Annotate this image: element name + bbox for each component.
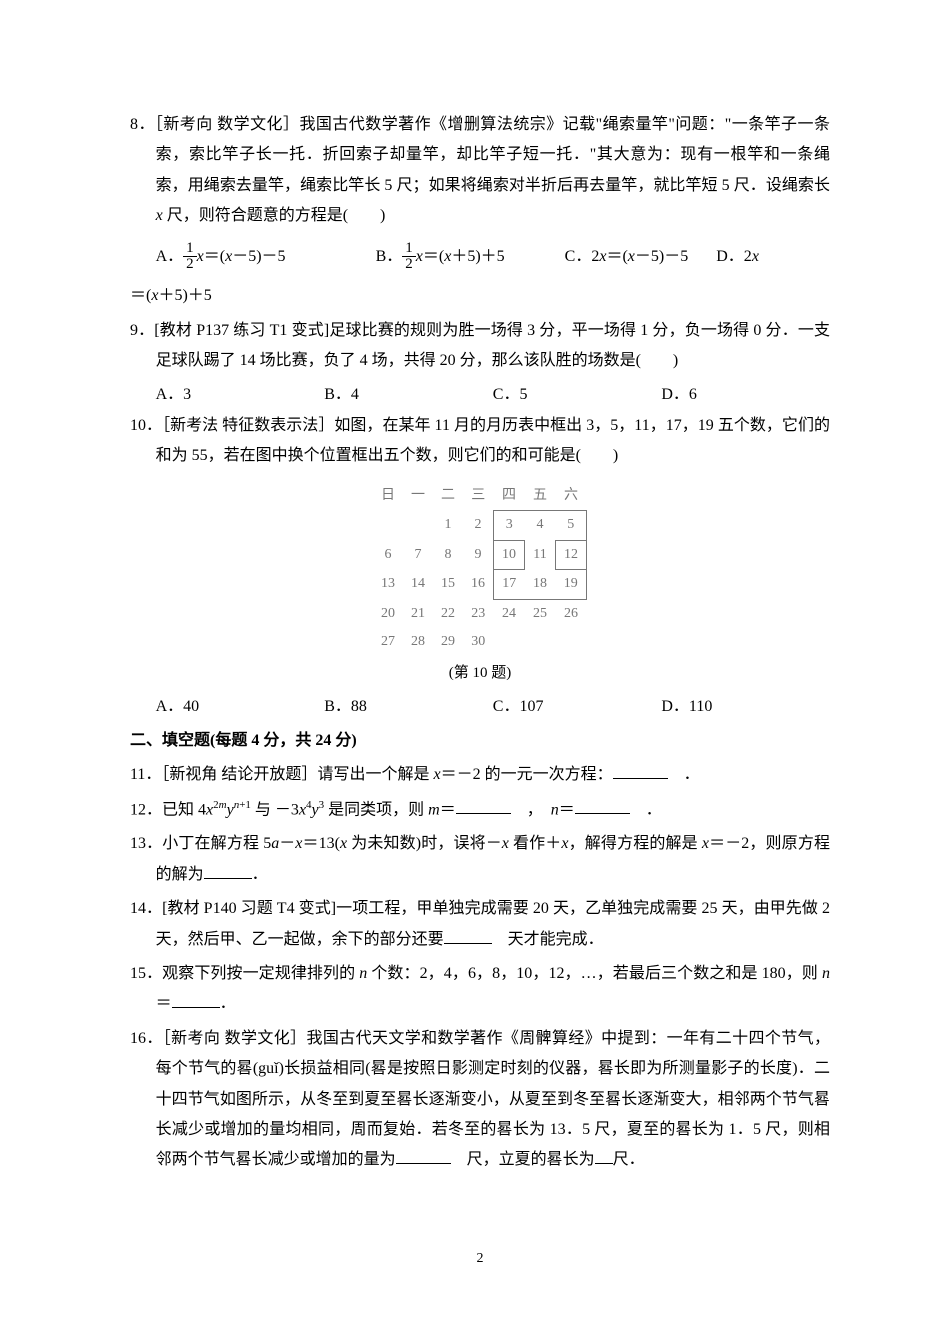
question-8: 8．［新考向 数学文化］我国古代数学著作《增删算法统宗》记载"绳索量竿"问题："… bbox=[130, 110, 830, 232]
q9-options: A．3 B．4 C．5 D．6 bbox=[130, 380, 830, 410]
page-content: 8．［新考向 数学文化］我国古代数学著作《增删算法统宗》记载"绳索量竿"问题："… bbox=[0, 0, 950, 1332]
q11-label: ［新视角 结论开放题］ bbox=[161, 766, 317, 783]
q15-number: 15． bbox=[130, 965, 162, 982]
q10-optA: A．40 bbox=[156, 692, 325, 722]
question-15: 15．观察下列按一定规律排列的 n 个数：2，4，6，8，10，12，…，若最后… bbox=[130, 959, 830, 1020]
q16-text1: 我国古代天文学和数学著作《周髀算经》中提到：一年有二十四个节气，每个节气的晷(g… bbox=[156, 1030, 830, 1169]
q8-optB-pre: B． bbox=[376, 248, 403, 265]
blank-input bbox=[456, 795, 511, 814]
question-14: 14．[教材 P140 习题 T4 变式]一项工程，甲单独完成需要 20 天，乙… bbox=[130, 894, 830, 955]
q12-number: 12． bbox=[130, 801, 162, 818]
fraction-half-icon: 12 bbox=[183, 241, 197, 274]
question-13: 13．小丁在解方程 5a－x＝13(x 为未知数)时，误将－x 看作＋x，解得方… bbox=[130, 829, 830, 890]
question-9: 9．[教材 P137 练习 T1 变式]足球比赛的规则为胜一场得 3 分，平一场… bbox=[130, 316, 830, 377]
q11-text2: 的一元一次方程： bbox=[481, 766, 613, 783]
q16-text3: 尺． bbox=[613, 1151, 645, 1168]
q14-label: [教材 P140 习题 T4 变式] bbox=[162, 900, 336, 917]
question-16: 16．［新考向 数学文化］我国古代天文学和数学著作《周髀算经》中提到：一年有二十… bbox=[130, 1024, 830, 1176]
question-11: 11．［新视角 结论开放题］请写出一个解是 x＝－2 的一元一次方程： ． bbox=[130, 760, 830, 790]
q10-optD: D．110 bbox=[661, 692, 830, 722]
q8-text2: 尺，则符合题意的方程是( ) bbox=[163, 207, 386, 224]
question-10: 10．［新考法 特征数表示法］如图，在某年 11 月的月历表中框出 3，5，11… bbox=[130, 411, 830, 472]
q9-optB: B．4 bbox=[324, 380, 493, 410]
q8-options: A．12x＝(x－5)－5B．12x＝(x＋5)＋5C．2x＝(x－5)－5D．… bbox=[130, 236, 830, 278]
q10-caption: (第 10 题) bbox=[130, 659, 830, 688]
calendar-row-2: 6 7 8 9 10 11 12 bbox=[373, 540, 587, 570]
section-2-title: 二、填空题(每题 4 分，共 24 分) bbox=[130, 726, 830, 756]
blank-input bbox=[204, 860, 252, 879]
q11-number: 11． bbox=[130, 766, 161, 783]
blank-input bbox=[595, 1146, 613, 1165]
calendar-table: 日 一 二 三 四 五 六 1 2 3 4 5 6 7 8 9 10 11 12… bbox=[373, 482, 587, 658]
blank-input bbox=[613, 761, 668, 780]
q14-text2: 天才能完成． bbox=[492, 931, 604, 948]
q10-options: A．40 B．88 C．107 D．110 bbox=[130, 692, 830, 722]
q9-optA: A．3 bbox=[156, 380, 325, 410]
page-number: 2 bbox=[130, 1246, 830, 1273]
q16-number: 16． bbox=[130, 1030, 163, 1047]
blank-input bbox=[444, 925, 492, 944]
q10-number: 10． bbox=[130, 417, 162, 434]
q8-x: x bbox=[156, 207, 163, 224]
q8-number: 8． bbox=[130, 116, 155, 133]
q8-label: ［新考向 数学文化］ bbox=[155, 116, 300, 133]
q9-label: [教材 P137 练习 T1 变式] bbox=[154, 322, 329, 339]
q11-text1: 请写出一个解是 bbox=[317, 766, 433, 783]
calendar-row-1: 1 2 3 4 5 bbox=[373, 511, 587, 541]
q16-label: ［新考向 数学文化］ bbox=[163, 1030, 307, 1047]
blank-input bbox=[396, 1146, 451, 1165]
calendar-row-4: 20 21 22 23 24 25 26 bbox=[373, 599, 587, 628]
q8-optD-cont: ＝(x＋5)＋5 bbox=[130, 281, 830, 311]
calendar-header-row: 日 一 二 三 四 五 六 bbox=[373, 482, 587, 511]
calendar-row-3: 13 14 15 16 17 18 19 bbox=[373, 570, 587, 600]
q8-optA-x: x bbox=[197, 248, 204, 265]
q16-text2: 尺，立夏的晷长为 bbox=[451, 1151, 595, 1168]
calendar-row-5: 27 28 29 30 bbox=[373, 628, 587, 657]
q9-number: 9． bbox=[130, 322, 154, 339]
q8-optD: D．2x bbox=[716, 248, 759, 265]
q9-optC: C．5 bbox=[493, 380, 662, 410]
q8-optC: C．2x＝(x－5)－5 bbox=[565, 248, 689, 265]
q8-optA-pre: A． bbox=[156, 248, 184, 265]
question-12: 12．已知 4x2myn+1 与 －3x4y3 是同类项，则 m＝ ， n＝ ． bbox=[130, 795, 830, 826]
q10-optC: C．107 bbox=[493, 692, 662, 722]
q9-optD: D．6 bbox=[661, 380, 830, 410]
q10-optB: B．88 bbox=[324, 692, 493, 722]
fraction-half-icon: 12 bbox=[402, 241, 416, 274]
q13-number: 13． bbox=[130, 835, 162, 852]
blank-input bbox=[575, 795, 630, 814]
blank-input bbox=[172, 990, 220, 1009]
q14-number: 14． bbox=[130, 900, 162, 917]
q10-label: ［新考法 特征数表示法］ bbox=[162, 417, 334, 434]
